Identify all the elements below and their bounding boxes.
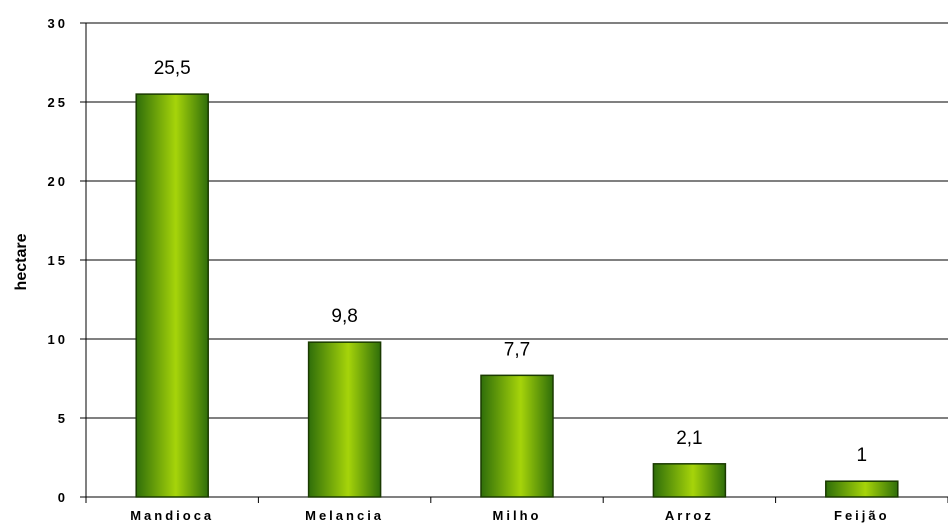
x-tick-label: Milho [493, 508, 542, 523]
data-label: 25,5 [154, 58, 191, 79]
y-tick-label: 30 [48, 16, 68, 31]
bar-mandioca [135, 93, 209, 498]
gridlines [86, 22, 948, 419]
bar-arroz [652, 463, 727, 498]
bar-melancia [307, 341, 382, 498]
labels: 0 5 10 15 20 25 30 25,5 Mandioca 9,8 Melancia 7,7 Mi… [48, 16, 890, 523]
bar-feijão [825, 480, 899, 498]
bars [135, 93, 899, 498]
data-label: 9,8 [331, 306, 357, 327]
y-axis-label: hectare [13, 233, 30, 290]
data-label: 2,1 [676, 428, 702, 449]
x-tick-label: Melancia [305, 508, 384, 523]
x-tick-label: Feijão [834, 508, 890, 523]
y-tick-label: 25 [48, 95, 68, 110]
y-tick-label: 5 [58, 411, 68, 426]
y-tick-label: 10 [48, 332, 68, 347]
y-tick-label: 20 [48, 174, 68, 189]
y-tick-label: 0 [58, 490, 68, 505]
x-tick-label: Mandioca [130, 508, 214, 523]
data-label: 7,7 [504, 339, 530, 360]
data-label: 1 [857, 445, 868, 466]
x-tick-label: Arroz [665, 508, 714, 523]
bar-milho [480, 374, 554, 498]
y-tick-label: 15 [48, 253, 68, 268]
